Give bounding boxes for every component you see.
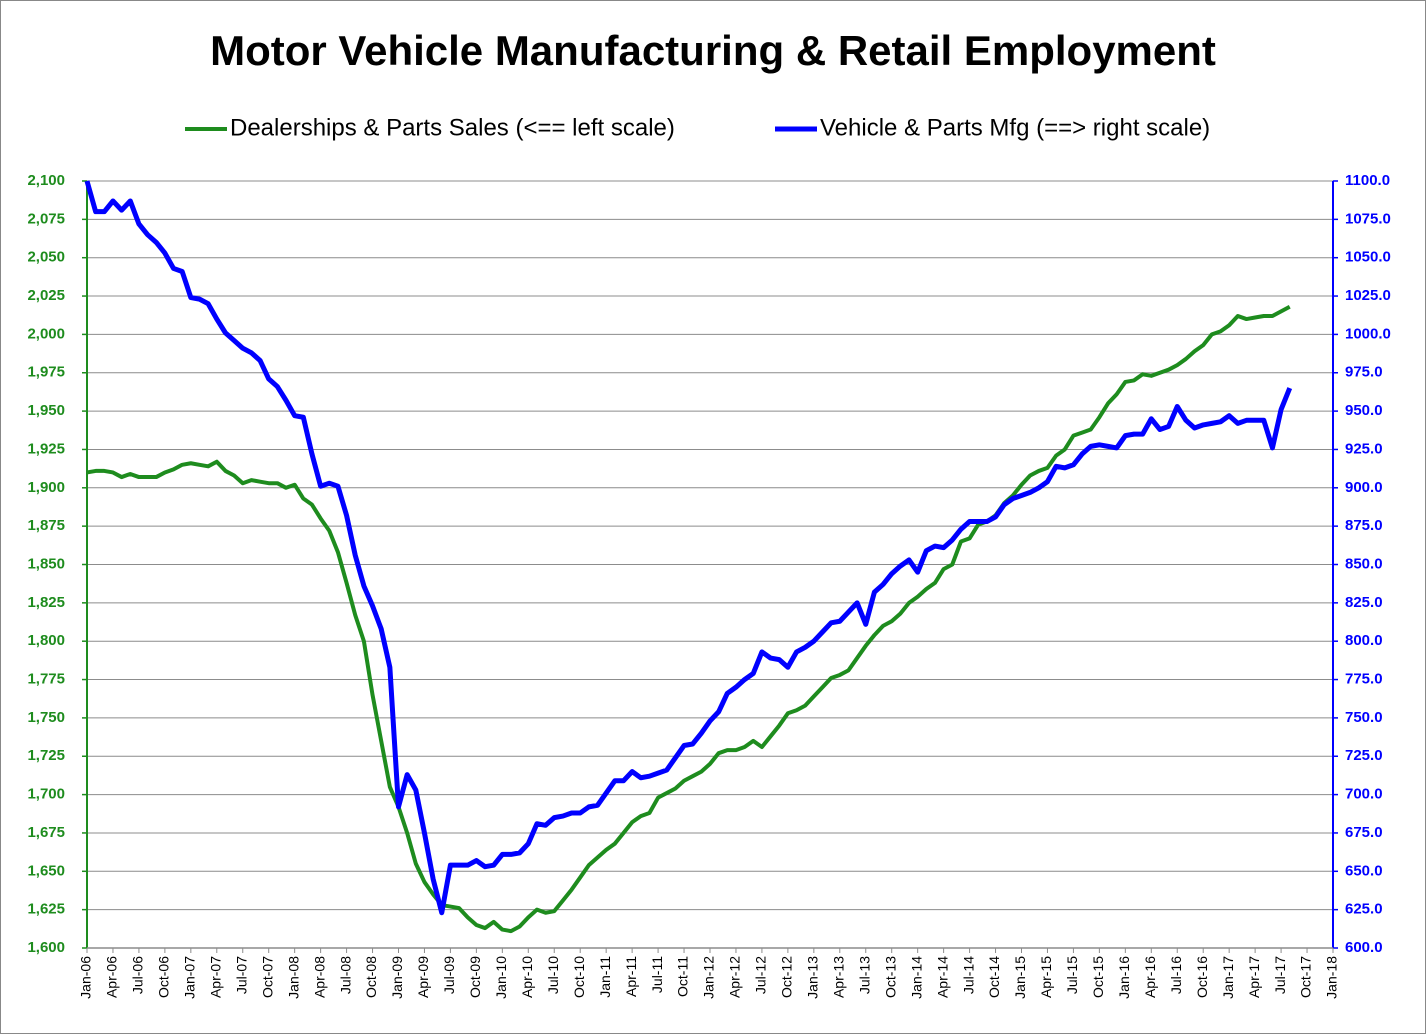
x-tick-label: Jan-07 [182,956,198,999]
x-tick-label: Jul-15 [1064,956,1080,994]
y-tick-label: 1,650 [27,862,65,879]
y-tick-label: 1,875 [27,517,65,534]
x-tick-label: Oct-14 [986,956,1002,998]
x-tick-label: Jul-10 [545,956,561,994]
y-tick-label: 2,100 [27,172,65,189]
y-tick-label: 1,600 [27,939,65,956]
x-tick-label: Oct-07 [259,956,275,998]
x-tick-label: Oct-06 [156,956,172,998]
y2-tick-label: 1050.0 [1345,249,1391,266]
y-tick-label: 1,900 [27,479,65,496]
x-tick-label: Jul-09 [441,956,457,994]
x-tick-label: Apr-14 [934,956,950,998]
y-tick-label: 1,625 [27,901,65,918]
x-tick-label: Apr-08 [311,956,327,998]
x-tick-label: Jul-17 [1272,956,1288,994]
y-tick-label: 1,675 [27,824,65,841]
y2-tick-label: 1100.0 [1345,172,1390,189]
x-tick-label: Oct-16 [1194,956,1210,998]
y-tick-label: 2,050 [27,249,65,266]
y-tick-label: 1,950 [27,402,65,419]
y2-tick-label: 950.0 [1345,402,1383,419]
x-tick-label: Jul-06 [130,956,146,994]
x-tick-label: Jul-12 [753,956,769,994]
chart-title: Motor Vehicle Manufacturing & Retail Emp… [210,27,1216,74]
x-tick-label: Apr-06 [104,956,120,998]
legend-label: Dealerships & Parts Sales (<== left scal… [230,114,675,141]
y-tick-label: 1,775 [27,671,65,688]
y-tick-label: 1,975 [27,364,65,381]
y2-tick-label: 825.0 [1345,594,1383,611]
x-tick-label: Apr-13 [830,956,846,998]
x-tick-label: Oct-12 [779,956,795,998]
y2-tick-label: 675.0 [1345,824,1383,841]
x-tick-label: Apr-07 [207,956,223,998]
x-tick-label: Oct-08 [363,956,379,998]
y2-tick-label: 775.0 [1345,671,1383,688]
x-tick-label: Jan-08 [285,956,301,999]
x-tick-label: Apr-11 [623,956,639,997]
x-tick-label: Jan-13 [805,956,821,999]
y-tick-label: 1,725 [27,747,65,764]
x-tick-label: Jan-17 [1220,956,1236,999]
x-tick-label: Jan-16 [1116,956,1132,999]
x-tick-label: Apr-16 [1142,956,1158,998]
series-line [86,305,1291,934]
y-tick-label: 1,850 [27,555,65,572]
x-tick-label: Jul-16 [1168,956,1184,994]
x-tick-label: Jan-09 [389,956,405,999]
x-tick-label: Oct-13 [882,956,898,998]
y2-tick-label: 900.0 [1345,479,1383,496]
x-tick-label: Apr-12 [727,956,743,998]
y2-tick-label: 1000.0 [1345,325,1391,342]
x-tick-label: Jul-07 [233,956,249,994]
y-tick-label: 1,825 [27,594,65,611]
y2-tick-label: 725.0 [1345,747,1383,764]
y2-tick-label: 975.0 [1345,364,1383,381]
x-tick-label: Jul-08 [337,956,353,994]
y-tick-label: 2,000 [27,325,65,342]
y-tick-label: 1,750 [27,709,65,726]
y2-tick-label: 1025.0 [1345,287,1391,304]
x-tick-label: Oct-17 [1298,956,1314,998]
x-tick-label: Oct-09 [467,956,483,998]
x-tick-label: Jan-10 [493,956,509,999]
x-tick-label: Oct-15 [1090,956,1106,998]
x-tick-label: Apr-17 [1246,956,1262,998]
x-tick-label: Jan-06 [78,956,94,999]
series-line [84,180,1293,916]
y2-tick-label: 600.0 [1345,939,1383,956]
x-tick-label: Oct-11 [675,956,691,997]
y2-tick-label: 700.0 [1345,786,1383,803]
x-tick-label: Apr-10 [519,956,535,998]
y2-tick-label: 800.0 [1345,632,1383,649]
y2-tick-label: 850.0 [1345,555,1383,572]
x-tick-label: Apr-15 [1038,956,1054,998]
x-tick-label: Oct-10 [571,956,587,998]
legend-label: Vehicle & Parts Mfg (==> right scale) [820,114,1210,141]
y2-tick-label: 875.0 [1345,517,1383,534]
y-tick-label: 2,025 [27,287,65,304]
y-tick-label: 1,925 [27,440,65,457]
y-tick-label: 1,800 [27,632,65,649]
y2-tick-label: 1075.0 [1345,210,1391,227]
x-tick-label: Jan-11 [597,956,613,998]
x-tick-label: Jan-14 [908,956,924,999]
x-tick-label: Jul-11 [649,956,665,993]
y-tick-label: 2,075 [27,210,65,227]
y2-tick-label: 650.0 [1345,862,1383,879]
x-tick-label: Jul-13 [856,956,872,994]
x-tick-label: Apr-09 [415,956,431,998]
x-tick-label: Jan-18 [1324,956,1340,999]
y-tick-label: 1,700 [27,786,65,803]
x-tick-label: Jan-12 [701,956,717,999]
x-tick-label: Jan-15 [1012,956,1028,999]
y2-tick-label: 925.0 [1345,440,1383,457]
y2-tick-label: 750.0 [1345,709,1383,726]
y2-tick-label: 625.0 [1345,901,1383,918]
x-tick-label: Jul-14 [960,956,976,994]
